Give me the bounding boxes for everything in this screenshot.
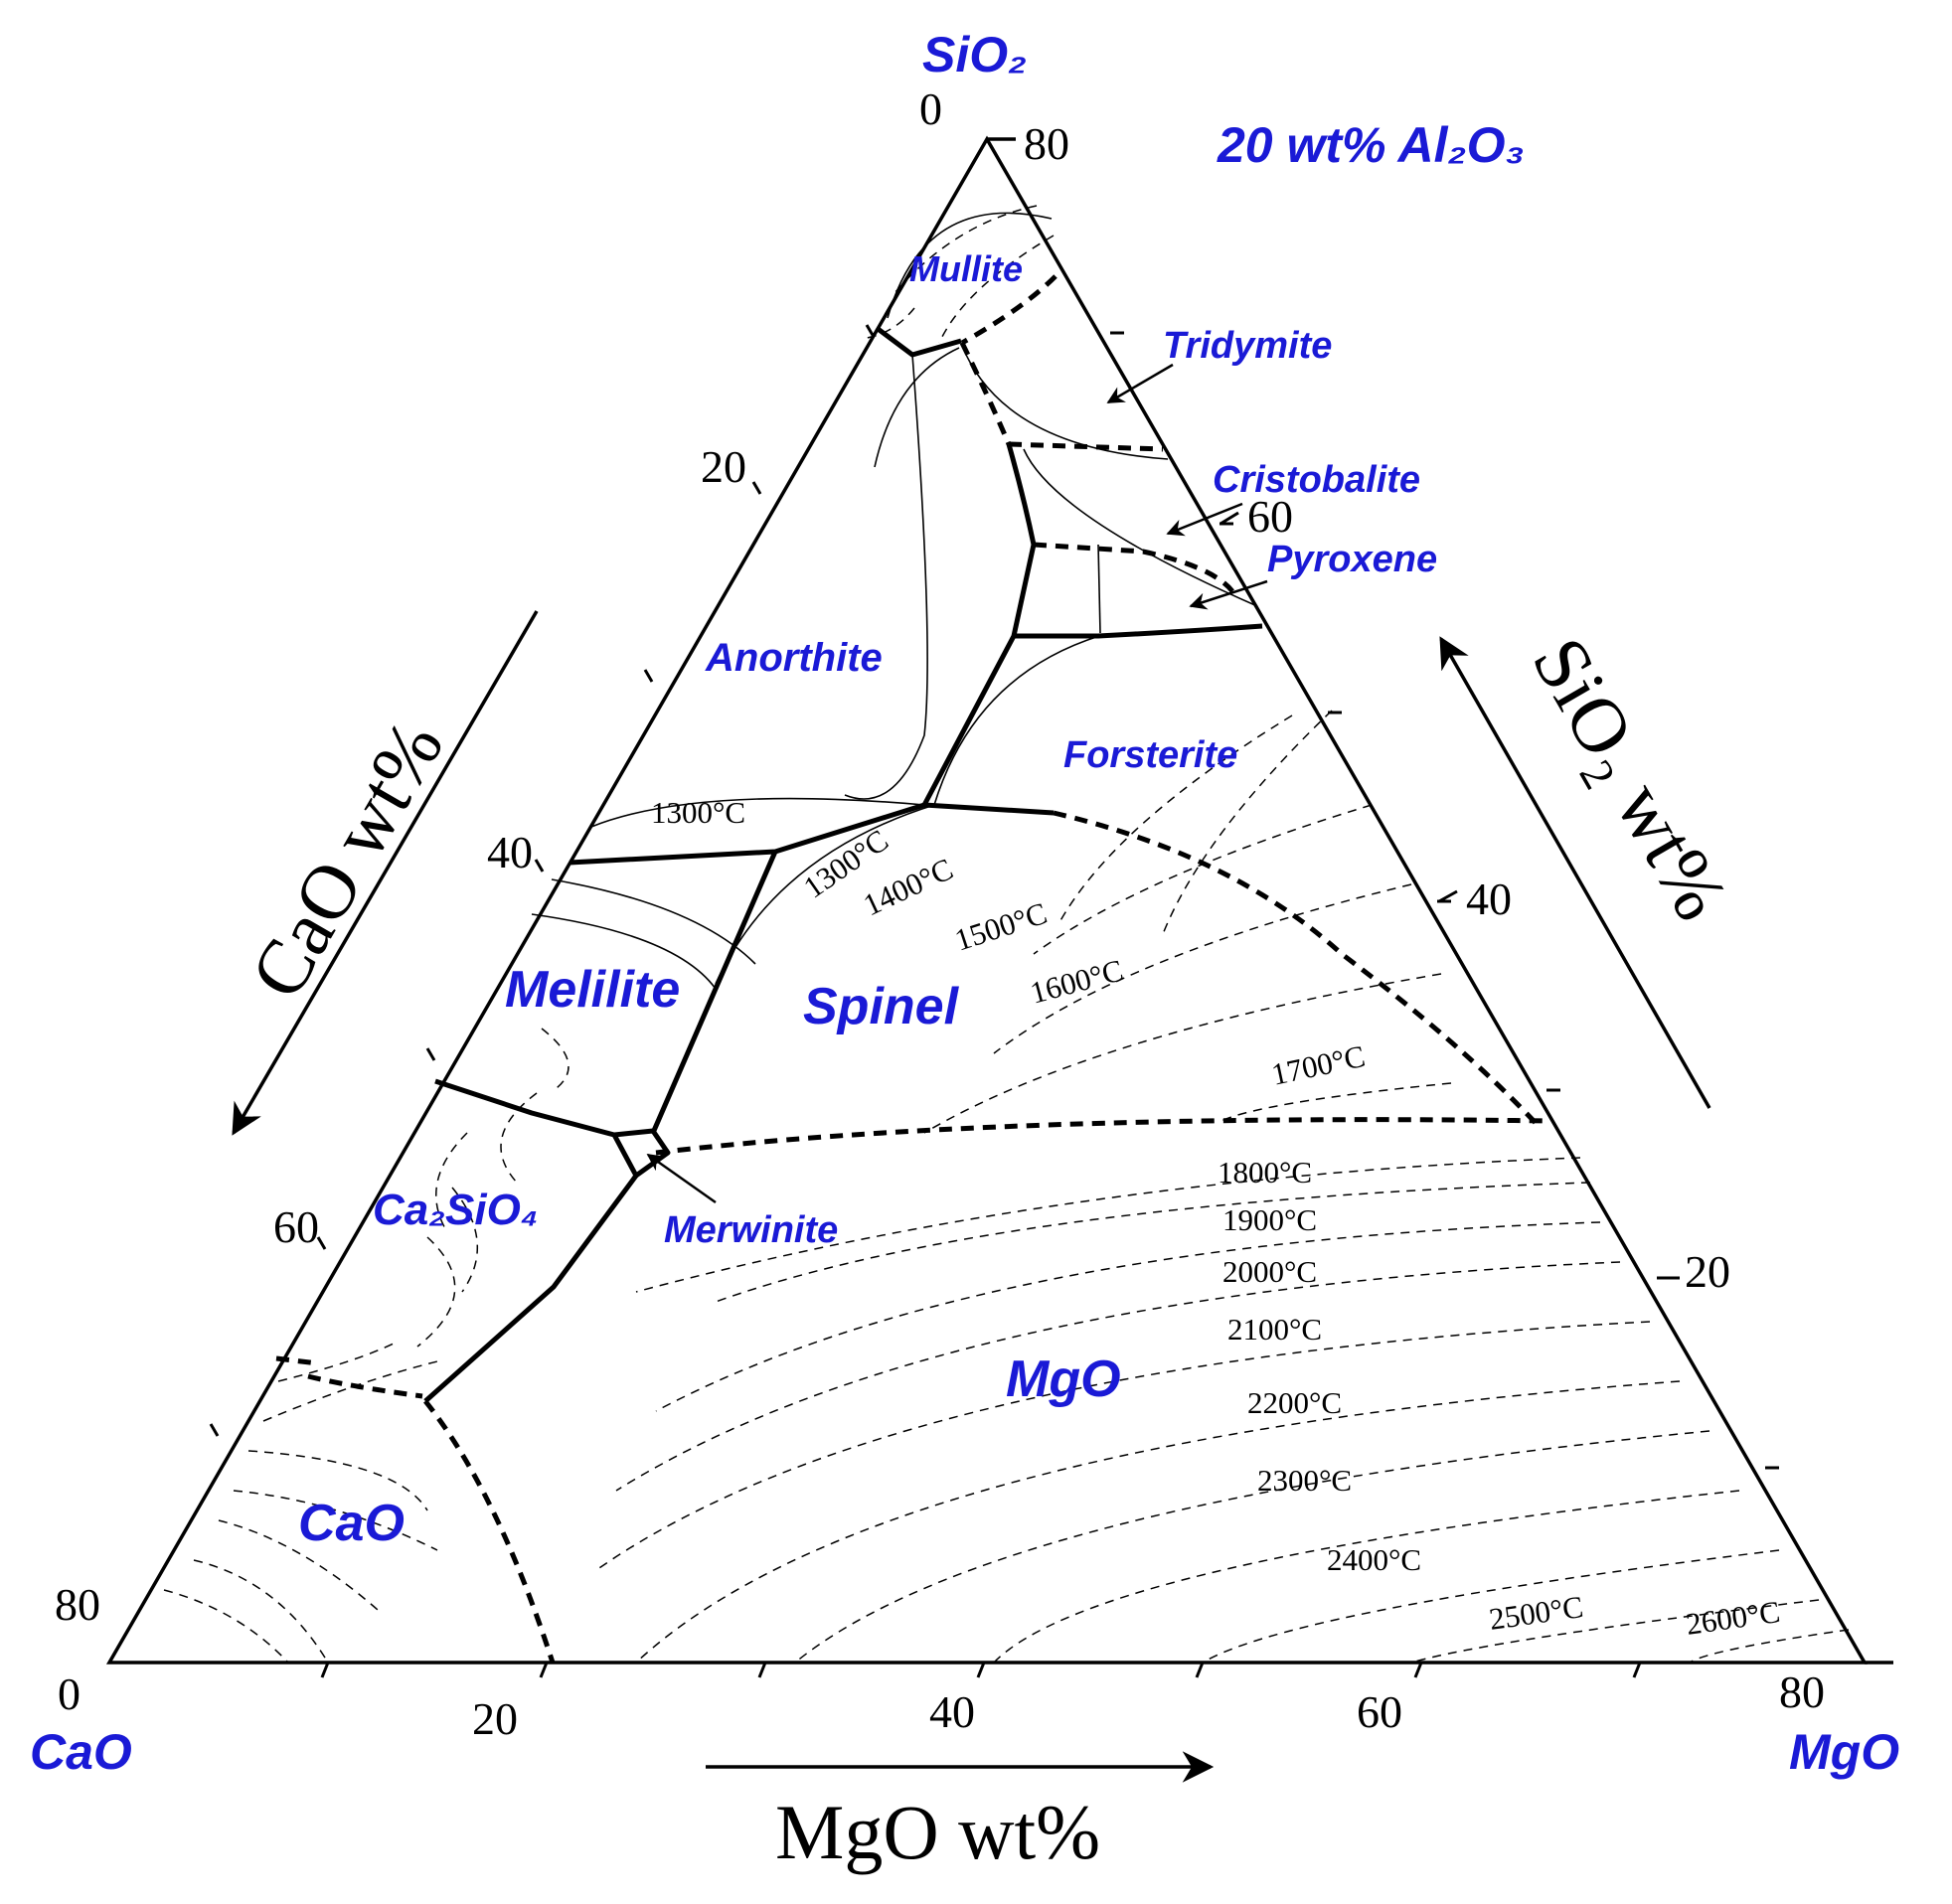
left-tick-60: 60: [273, 1201, 319, 1252]
phase-label-forsterite: Forsterite: [1063, 734, 1237, 776]
phase-label-melilite: Melilite: [505, 961, 680, 1019]
isotherm-label-2200: 2200°C: [1247, 1385, 1342, 1420]
bottom-tick-80: 80: [1779, 1666, 1825, 1717]
cristobalite-arrow: [1166, 502, 1243, 537]
phase-label-anorthite: Anorthite: [705, 636, 883, 680]
isotherm-label-1800: 1800°C: [1218, 1155, 1312, 1190]
phase-label-spinel: Spinel: [803, 978, 960, 1035]
isotherm-label-2300: 2300°C: [1257, 1463, 1352, 1498]
left-tick-40: 40: [487, 827, 533, 877]
bottom-tick-20: 20: [472, 1693, 518, 1744]
isotherm-label-1700: 1700°C: [1268, 1038, 1368, 1092]
phase-label-mgo: MgO: [1006, 1350, 1121, 1408]
isotherm-curves: [163, 205, 1850, 1664]
phase-label-pyroxene: Pyroxene: [1267, 539, 1437, 580]
right-tick-80: 80: [1024, 118, 1069, 169]
isotherm-label-2100: 2100°C: [1227, 1312, 1322, 1347]
phase-label-mullite: Mullite: [909, 248, 1023, 289]
phase-label-cao: CaO: [298, 1495, 405, 1552]
pyroxene-arrow: [1189, 579, 1268, 610]
isotherm-label-2600: 2600°C: [1684, 1594, 1782, 1642]
cao-axis-arrow: [232, 610, 539, 1136]
mgo-axis-title: MgO wt%: [775, 1789, 1100, 1875]
bottom-side-ticks: [320, 1662, 1642, 1678]
bottom-tick-0: 0: [58, 1668, 81, 1719]
sio2-axis-title: SiO₂ wt%: [1516, 623, 1745, 934]
thick-boundaries: [423, 326, 1263, 1403]
bottom-tick-40: 40: [929, 1686, 975, 1737]
corner-label-sio2: SiO₂: [922, 27, 1027, 82]
phase-label-merwinite: Merwinite: [664, 1209, 838, 1251]
right-tick-40: 40: [1466, 873, 1512, 924]
left-tick-80: 80: [55, 1579, 100, 1630]
phase-label-tridymite: Tridymite: [1163, 325, 1332, 367]
phase-label-ca2sio4: Ca₂SiO₄: [373, 1186, 538, 1234]
cao-axis-title: CaO wt%: [233, 706, 459, 1012]
corner-label-mgo: MgO: [1789, 1724, 1899, 1780]
diagram-title: 20 wt% Al₂O₃: [1217, 117, 1525, 173]
isotherm-label-2400: 2400°C: [1327, 1542, 1421, 1577]
corner-label-cao: CaO: [30, 1724, 132, 1780]
left-side-ticks: [209, 324, 876, 1437]
ternary-frame: [105, 135, 1869, 1665]
isotherm-label-1300a: 1300°C: [651, 795, 745, 830]
pointer-arrows: [646, 363, 1268, 1204]
right-tick-60: 60: [1247, 491, 1293, 542]
thin-boundaries: [531, 212, 1258, 990]
phase-label-cristobalite: Cristobalite: [1213, 459, 1420, 501]
sio2-axis-arrow: [1439, 636, 1711, 1109]
dashed-boundaries: [275, 274, 1551, 1664]
isotherm-label-1900: 1900°C: [1222, 1202, 1317, 1237]
merwinite-arrow: [646, 1153, 717, 1204]
tridymite-arrow: [1106, 363, 1174, 404]
isotherm-label-1500: 1500°C: [950, 895, 1051, 958]
bottom-tick-60: 60: [1357, 1686, 1402, 1737]
isotherm-label-2000: 2000°C: [1222, 1254, 1317, 1289]
left-tick-0: 0: [919, 83, 942, 134]
isotherm-label-2500: 2500°C: [1487, 1589, 1585, 1637]
left-tick-20: 20: [701, 441, 746, 492]
right-tick-20: 20: [1685, 1246, 1730, 1297]
